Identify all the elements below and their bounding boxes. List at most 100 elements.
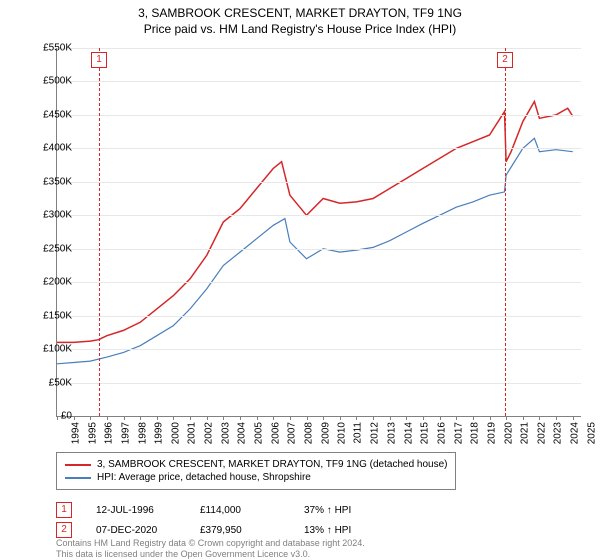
chart-lines-svg (57, 48, 581, 416)
gridline-h (57, 48, 581, 49)
x-axis-label: 2019 (486, 422, 497, 444)
x-axis-tick (390, 416, 391, 420)
x-axis-label: 2020 (503, 422, 514, 444)
x-axis-tick (124, 416, 125, 420)
x-axis-label: 2011 (352, 422, 363, 444)
x-axis-label: 2024 (569, 422, 580, 444)
event-chart-marker-2: 2 (497, 52, 513, 68)
x-axis-label: 1995 (87, 422, 98, 444)
y-axis-label: £50K (32, 377, 72, 388)
x-axis-label: 1998 (137, 422, 148, 444)
x-axis-label: 1999 (153, 422, 164, 444)
x-axis-tick (356, 416, 357, 420)
x-axis-tick (573, 416, 574, 420)
x-axis-tick (473, 416, 474, 420)
x-axis-tick (523, 416, 524, 420)
legend-swatch-hpi (65, 477, 91, 479)
x-axis-tick (506, 416, 507, 420)
gridline-h (57, 215, 581, 216)
event-date-2: 07-DEC-2020 (96, 525, 176, 536)
x-axis-tick (440, 416, 441, 420)
event-vs-hpi-2: 13% ↑ HPI (304, 525, 384, 536)
gridline-h (57, 383, 581, 384)
x-axis-label: 2015 (420, 422, 431, 444)
x-axis-tick (406, 416, 407, 420)
footer-line-2: This data is licensed under the Open Gov… (56, 549, 365, 560)
gridline-h (57, 148, 581, 149)
x-axis-tick (456, 416, 457, 420)
x-axis-tick (90, 416, 91, 420)
x-axis-tick (423, 416, 424, 420)
event-table: 1 12-JUL-1996 £114,000 37% ↑ HPI 2 07-DE… (56, 498, 384, 542)
x-axis-label: 2012 (370, 422, 381, 444)
x-axis-label: 2018 (469, 422, 480, 444)
legend-label-property: 3, SAMBROOK CRESCENT, MARKET DRAYTON, TF… (97, 459, 447, 470)
legend-item-hpi: HPI: Average price, detached house, Shro… (65, 472, 447, 483)
x-axis-label: 2022 (536, 422, 547, 444)
chart-plot-area: 12 (56, 48, 581, 417)
x-axis-label: 2003 (220, 422, 231, 444)
x-axis-tick (140, 416, 141, 420)
event-vline-2 (505, 48, 506, 416)
x-axis-label: 2013 (386, 422, 397, 444)
x-axis-tick (74, 416, 75, 420)
chart-title-block: 3, SAMBROOK CRESCENT, MARKET DRAYTON, TF… (0, 0, 600, 36)
y-axis-label: £150K (32, 310, 72, 321)
x-axis-tick (323, 416, 324, 420)
x-axis-tick (340, 416, 341, 420)
x-axis-label: 1994 (70, 422, 81, 444)
x-axis-tick (273, 416, 274, 420)
legend-swatch-property (65, 464, 91, 466)
x-axis-tick (539, 416, 540, 420)
x-axis-tick (173, 416, 174, 420)
event-vline-1 (99, 48, 100, 416)
x-axis-tick (257, 416, 258, 420)
event-row-1: 1 12-JUL-1996 £114,000 37% ↑ HPI (56, 502, 384, 518)
y-axis-label: £400K (32, 143, 72, 154)
series-line-property (57, 102, 573, 343)
x-axis-label: 2005 (253, 422, 264, 444)
event-date-1: 12-JUL-1996 (96, 505, 176, 516)
x-axis-tick (490, 416, 491, 420)
x-axis-tick (223, 416, 224, 420)
event-row-2: 2 07-DEC-2020 £379,950 13% ↑ HPI (56, 522, 384, 538)
y-axis-label: £0 (32, 411, 72, 422)
x-axis-label: 1996 (104, 422, 115, 444)
x-axis-tick (307, 416, 308, 420)
x-axis-label: 1997 (120, 422, 131, 444)
chart-subtitle: Price paid vs. HM Land Registry's House … (0, 22, 600, 36)
x-axis-tick (190, 416, 191, 420)
y-axis-label: £350K (32, 176, 72, 187)
x-axis-tick (290, 416, 291, 420)
event-vs-hpi-1: 37% ↑ HPI (304, 505, 384, 516)
y-axis-label: £300K (32, 210, 72, 221)
gridline-h (57, 182, 581, 183)
x-axis-tick (240, 416, 241, 420)
event-chart-marker-1: 1 (91, 52, 107, 68)
footer-attribution: Contains HM Land Registry data © Crown c… (56, 538, 365, 560)
series-line-hpi (57, 138, 573, 363)
event-price-1: £114,000 (200, 505, 280, 516)
x-axis-label: 2001 (187, 422, 198, 444)
y-axis-label: £450K (32, 109, 72, 120)
x-axis-label: 2008 (303, 422, 314, 444)
chart-title: 3, SAMBROOK CRESCENT, MARKET DRAYTON, TF… (0, 6, 600, 20)
legend-item-property: 3, SAMBROOK CRESCENT, MARKET DRAYTON, TF… (65, 459, 447, 470)
x-axis-label: 2010 (336, 422, 347, 444)
gridline-h (57, 349, 581, 350)
x-axis-label: 2023 (553, 422, 564, 444)
gridline-h (57, 115, 581, 116)
y-axis-label: £250K (32, 243, 72, 254)
event-price-2: £379,950 (200, 525, 280, 536)
y-axis-label: £200K (32, 277, 72, 288)
x-axis-tick (107, 416, 108, 420)
x-axis-label: 2025 (586, 422, 597, 444)
x-axis-label: 2014 (403, 422, 414, 444)
x-axis-label: 2004 (237, 422, 248, 444)
x-axis-tick (157, 416, 158, 420)
x-axis-label: 2016 (436, 422, 447, 444)
x-axis-label: 2007 (287, 422, 298, 444)
x-axis-label: 2021 (519, 422, 530, 444)
gridline-h (57, 316, 581, 317)
x-axis-tick (207, 416, 208, 420)
